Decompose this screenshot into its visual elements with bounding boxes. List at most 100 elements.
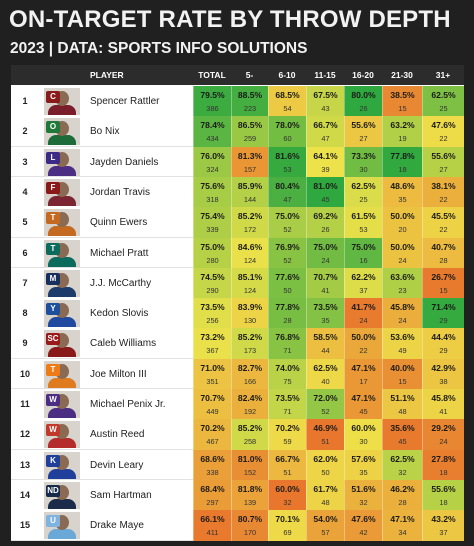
attempt-count: 49 [398,346,407,356]
rank-label: 9 [22,338,28,349]
value-cell: 50.0% 24 [382,237,422,269]
attempt-count: 29 [439,316,448,326]
attempt-count: 16 [359,255,368,265]
value-cell: 53.6% 49 [382,328,422,360]
on-target-pct: 42.9% [431,362,456,373]
attempt-count: 23 [398,285,407,295]
value-cell: 46.9% 51 [306,419,344,451]
attempt-count: 386 [206,104,219,113]
on-target-pct: 51.1% [390,393,415,403]
value-cell: 76.9% 52 [268,237,306,269]
team-logo: F [46,181,60,194]
value-cell: 60.0% 32 [268,479,306,511]
on-target-pct: 55.6% [431,150,456,161]
player-name: Quinn Ewers [90,217,148,229]
value-cell: 64.1% 39 [306,146,344,178]
attempt-count: 22 [359,346,368,356]
value-cell: 27.8% 18 [422,449,464,481]
on-target-pct: 38.1% [431,180,456,191]
on-target-pct: 80.0% [351,90,376,100]
headshot-jersey [48,438,76,449]
attempt-count: 32 [398,467,407,477]
attempt-count: 38 [439,376,448,386]
attempt-count: 32 [359,497,368,507]
rank-label: 8 [22,308,28,319]
value-cell: 58.5% 44 [306,328,344,360]
value-cell: 47.1% 34 [382,510,422,542]
column-header: 21-30 [391,70,413,80]
value-cell: 75.0% 52 [268,207,306,239]
player-name: Devin Leary [90,459,144,471]
attempt-count: 223 [243,104,257,113]
on-target-pct: 84.6% [237,241,263,252]
on-target-pct: 75.0% [351,241,376,252]
attempt-count: 25 [439,104,448,113]
value-cell: 79.5% 386 [193,86,231,117]
chart-title: ON-TARGET RATE BY THROW DEPTH [9,6,451,33]
value-cell: 82.7% 166 [231,358,268,390]
rank-label: 12 [19,429,30,440]
value-cell: 48.6% 35 [382,176,422,208]
attempt-count: 29 [439,346,448,356]
attempt-count: 43 [321,104,330,113]
attempt-count: 35 [398,194,407,204]
table-row: 15 U Drake Maye 66.1% 411 80.7% 170 70.1% 69 54.0… [11,510,464,542]
headshot-jersey [48,468,76,479]
attempt-count: 50 [321,467,330,477]
on-target-pct: 66.7% [275,453,300,464]
on-target-pct: 85.2% [237,211,263,222]
team-logo: ND [46,484,60,497]
value-cell: 45.8% 24 [382,298,422,330]
on-target-pct: 81.6% [275,150,300,161]
attempt-count: 39 [321,164,330,174]
team-logo: W [46,394,60,406]
table-row: 14 ND Sam Hartman 68.4% 297 81.8% 139 60.0% 32 61… [11,479,464,511]
value-cell: 62.2% 37 [344,267,382,299]
headshot-jersey [48,498,76,509]
on-target-pct: 82.7% [237,362,263,373]
on-target-pct: 81.0% [313,180,338,191]
attempt-count: 19 [398,134,407,144]
on-target-pct: 75.0% [275,211,300,222]
attempt-count: 22 [439,225,448,235]
player-name: Jordan Travis [90,186,151,198]
attempt-count: 124 [243,285,257,295]
on-target-pct: 40.7% [431,241,456,252]
on-target-pct: 46.2% [390,483,415,494]
value-cell: 74.0% 75 [268,358,306,390]
value-cell: 76.0% 324 [193,146,231,178]
value-cell: 47.6% 42 [344,510,382,542]
on-target-pct: 47.6% [351,514,376,525]
value-cell: 66.7% 51 [268,449,306,481]
value-cell: 85.9% 144 [231,176,268,208]
value-cell: 68.6% 338 [193,449,231,481]
column-header-player: PLAYER [90,70,124,80]
on-target-pct: 55.6% [431,483,456,494]
column-header: 11-15 [314,70,336,80]
attempt-count: 32 [283,497,292,507]
on-target-pct: 76.0% [200,150,225,161]
on-target-pct: 73.3% [351,150,376,161]
on-target-pct: 62.5% [351,180,376,191]
team-logo: T [46,242,60,255]
table-row: 12 W Austin Reed 70.2% 467 85.2% 258 70.2% 59 46.… [11,419,464,451]
value-cell: 75.0% 24 [306,237,344,269]
attempt-count: 467 [206,437,219,447]
value-cell: 74.5% 290 [193,267,231,299]
on-target-pct: 45.8% [431,393,456,403]
attempt-count: 367 [206,346,219,356]
attempt-count: 15 [439,285,448,295]
rank-label: 11 [20,399,30,409]
value-cell: 85.2% 173 [231,328,268,360]
on-target-pct: 74.5% [200,271,225,282]
attempt-count: 71 [283,346,292,356]
headshot-jersey [48,317,76,328]
attempt-count: 47 [283,194,292,204]
on-target-pct: 76.9% [275,241,300,252]
value-cell: 62.5% 25 [422,86,464,117]
on-target-pct: 62.5% [390,453,415,464]
attempt-count: 30 [359,437,368,447]
value-cell: 40.7% 28 [422,237,464,269]
table-row: 4 F Jordan Travis 75.6% 318 85.9% 144 80.4% 47 81… [11,176,464,208]
value-cell: 81.0% 45 [306,176,344,208]
